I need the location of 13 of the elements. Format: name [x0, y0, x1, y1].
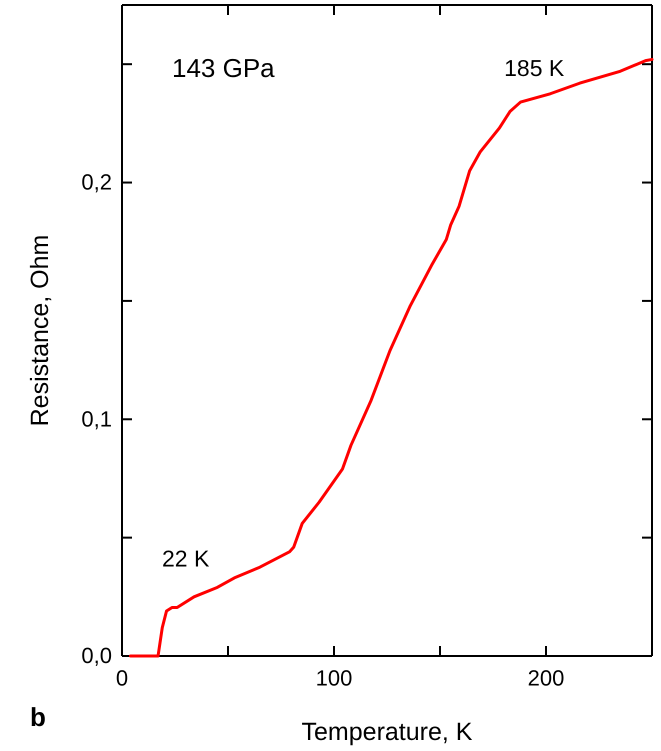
text: b — [30, 702, 46, 732]
y-tick-label: 0,1 — [81, 406, 112, 432]
y-axis-title: Resistance, Ohm — [26, 234, 54, 426]
y-tick-label: 0,0 — [81, 643, 112, 668]
line-series — [128, 58, 654, 658]
x-tick-label: 100 — [316, 666, 352, 691]
annotation: 22 K — [162, 546, 210, 572]
annotation: 185 K — [504, 55, 565, 82]
annotation: 143 GPa — [172, 53, 276, 83]
x-tick-label: 0 — [116, 666, 128, 691]
x-tick-label: 200 — [528, 666, 564, 691]
y-tick-label: 0,2 — [81, 170, 112, 195]
x-axis-title: Temperature, K — [302, 718, 473, 746]
